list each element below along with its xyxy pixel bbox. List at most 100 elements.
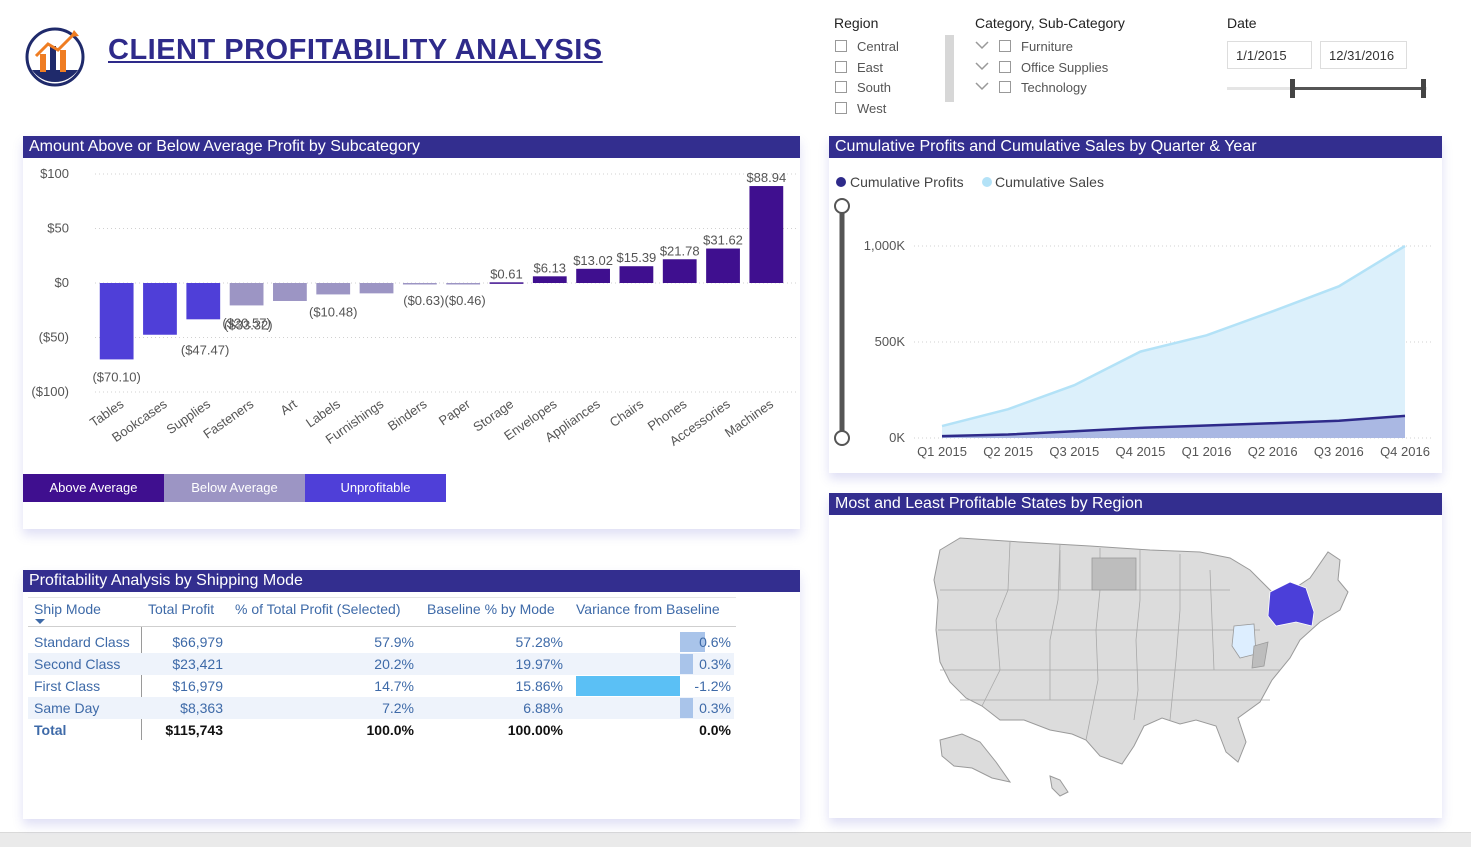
bar-storage[interactable] [489,282,524,284]
table-cell-variance: 0.3% [699,700,731,716]
legend-above-average[interactable]: Above Average [23,474,164,502]
us-states-map[interactable] [900,530,1380,805]
total-cell-mode: Total [34,722,67,738]
end-date-input[interactable]: 12/31/2016 [1320,41,1407,69]
legend-cumulative-sales[interactable]: Cumulative Sales [995,174,1104,190]
y-tick-label: $50 [47,221,69,236]
table-cell-pct: 7.2% [382,700,414,716]
x-category-label: Binders [385,396,430,434]
page-footer-strip [0,832,1471,847]
bar-binders[interactable] [402,283,437,285]
bar-art[interactable] [273,283,307,301]
chevron-down-icon[interactable] [975,41,989,51]
category-option-label[interactable]: Technology [1021,80,1087,96]
region-option-label[interactable]: West [857,101,887,117]
table-cell-profit: $23,421 [172,656,223,672]
bar-paper[interactable] [446,283,481,285]
bar-bookcases[interactable] [143,283,177,335]
region-slicer-title: Region [834,15,879,31]
region-option-label[interactable]: Central [857,39,899,54]
category-option-label[interactable]: Office Supplies [1021,59,1109,75]
region-option-label[interactable]: East [857,59,884,75]
legend-profits-dot [836,177,846,187]
shipping-table-panel: Profitability Analysis by Shipping Mode [23,570,800,819]
chevron-down-icon[interactable] [975,82,989,92]
date-slider-end-handle[interactable] [1421,79,1426,98]
region-checkbox[interactable] [835,40,847,52]
y-tick-label: ($100) [31,384,69,399]
bar-appliances[interactable] [576,268,610,283]
col-header-pct-total-profit[interactable]: % of Total Profit (Selected) [235,601,401,617]
bar-envelopes[interactable] [532,276,567,283]
bar-supplies[interactable] [186,283,221,320]
bar-chairs[interactable] [619,266,654,283]
bar-data-label: ($0.46) [445,293,486,308]
bar-machines[interactable] [749,186,784,283]
zoom-slider-top-handle[interactable] [834,198,850,214]
variance-data-bar [680,654,693,674]
table-cell-variance: -1.2% [694,678,731,694]
x-category-label: Paper [436,396,474,429]
date-slicer-title: Date [1227,15,1257,31]
shipping-table-title: Profitability Analysis by Shipping Mode [23,570,800,592]
table-cell-mode: Same Day [34,700,100,716]
bar-data-label: $6.13 [534,260,567,275]
cumulative-sales-area[interactable] [942,246,1405,438]
bar-data-label: ($47.47) [181,343,229,358]
zoom-slider-bottom-handle[interactable] [834,430,850,446]
table-cell-baseline: 19.97% [515,656,563,672]
table-cell-profit: $8,363 [180,700,223,716]
category-checkbox[interactable] [999,40,1011,52]
category-option-label[interactable]: Furniture [1021,39,1074,54]
bar-labels[interactable] [316,283,351,295]
x-quarter-label: Q4 2015 [1115,444,1165,459]
west-virginia-state[interactable] [1251,641,1269,669]
legend-unprofitable[interactable]: Unprofitable [305,474,446,502]
date-slider-start-handle[interactable] [1290,79,1295,98]
bar-tables[interactable] [99,283,134,360]
region-checkbox[interactable] [835,60,847,73]
col-header-baseline[interactable]: Baseline % by Mode [427,601,555,617]
x-quarter-label: Q4 2016 [1380,444,1430,459]
cumulative-sales-line[interactable] [941,244,1406,428]
region-checkbox[interactable] [835,81,847,94]
profit-vs-average-bar-chart: $100$50$0($50)($100)($70.10)Tables($47.4… [31,166,798,449]
bar-data-label: $13.02 [573,253,613,268]
region-slicer-scrollbar[interactable] [945,35,954,102]
x-category-label: Chairs [607,396,647,430]
north-dakota-state[interactable] [1091,557,1137,591]
new-york-state[interactable] [1267,581,1315,627]
legend-cumulative-profits[interactable]: Cumulative Profits [850,174,964,190]
region-option-label[interactable]: South [857,80,891,96]
table-cell-variance: 0.3% [699,656,731,672]
table-cell-baseline: 15.86% [515,678,563,694]
table-row-band [28,653,734,675]
alaska-state[interactable] [939,733,1012,783]
y-tick-label: $100 [40,166,69,181]
bar-fasteners[interactable] [229,283,264,306]
variance-data-bar [680,632,705,652]
x-quarter-label: Q1 2015 [917,444,967,459]
hawaii-state[interactable] [1049,775,1069,797]
bar-phones[interactable] [662,259,697,283]
col-header-total-profit[interactable]: Total Profit [148,601,215,617]
bar-data-label: ($33.32) [224,317,272,332]
y-tick-label: 500K [875,334,906,349]
analytics-logo [25,27,85,87]
chevron-down-icon[interactable] [975,62,989,72]
region-checkbox[interactable] [835,102,847,115]
table-cell-pct: 14.7% [374,678,414,694]
bar-accessories[interactable] [706,248,740,283]
ohio-state[interactable] [1231,623,1257,659]
table-cell-mode: Second Class [34,656,121,672]
sort-desc-icon[interactable] [35,619,45,624]
col-header-ship-mode[interactable]: Ship Mode [34,601,101,617]
legend-below-average[interactable]: Below Average [164,474,305,502]
cumulative-profits-line[interactable] [941,414,1406,438]
start-date-input[interactable]: 1/1/2015 [1227,41,1312,69]
bar-furnishings[interactable] [359,283,394,294]
col-header-variance[interactable]: Variance from Baseline [576,601,720,617]
category-checkbox[interactable] [999,60,1011,73]
category-checkbox[interactable] [999,81,1011,94]
table-cell-profit: $66,979 [172,634,223,650]
